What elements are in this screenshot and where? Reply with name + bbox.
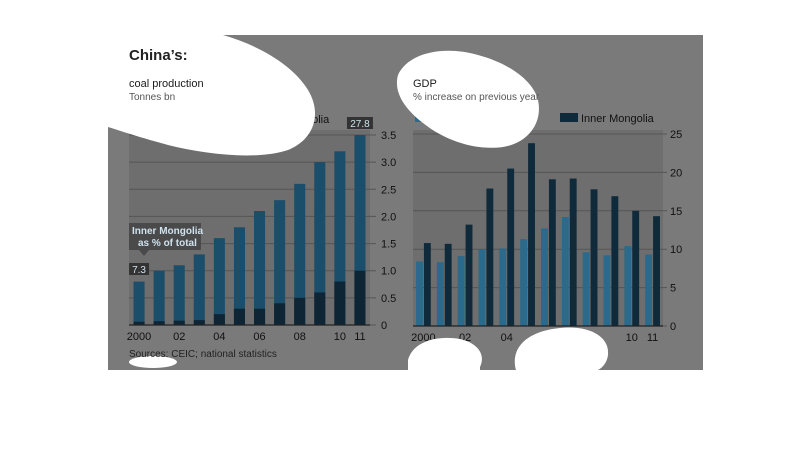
left-y-tick-label: 2.5 — [381, 184, 396, 196]
right-x-tick-label: 10 — [626, 332, 638, 344]
right-bar-national-average — [582, 252, 590, 326]
annotation-line-1: Inner Mongolia — [132, 226, 204, 237]
right-bar-national-average — [520, 239, 528, 326]
left-bar-inner-mongolia — [274, 303, 286, 325]
right-plot-area: 05101520252000020406081011National avera… — [411, 113, 682, 344]
right-bar-inner-mongolia — [444, 243, 452, 326]
right-y-tick-label: 10 — [670, 244, 682, 256]
right-bar-national-average — [457, 256, 465, 326]
legend-swatch-gdp-inner-mongolia — [560, 113, 578, 122]
left-x-tick-label: 02 — [173, 331, 185, 343]
right-plot-background — [413, 130, 663, 326]
left-bar-national — [294, 183, 306, 325]
right-y-tick-label: 25 — [670, 129, 682, 141]
left-bar-inner-mongolia — [334, 281, 346, 325]
left-y-tick-label: 3.0 — [381, 157, 396, 169]
right-bar-inner-mongolia — [486, 188, 494, 326]
right-y-tick-label: 20 — [670, 167, 682, 179]
left-y-tick-label: 1.0 — [381, 266, 396, 278]
left-x-tick-label: 06 — [253, 331, 265, 343]
left-chart-subtitle: coal production — [129, 78, 204, 90]
right-x-tick-label: 04 — [501, 332, 513, 344]
right-bar-national-average — [541, 228, 548, 326]
right-bar-inner-mongolia — [569, 178, 577, 326]
left-x-tick-label: 10 — [334, 331, 346, 343]
left-bar-national — [254, 211, 266, 325]
right-y-tick-label: 0 — [670, 321, 676, 333]
right-bar-national-average — [416, 261, 423, 326]
left-bar-national — [213, 238, 225, 325]
left-bar-national — [153, 270, 165, 325]
right-x-tick-label: 11 — [647, 332, 658, 344]
right-y-tick-label: 5 — [670, 283, 676, 295]
right-bar-inner-mongolia — [507, 168, 515, 326]
right-chart-subtitle: % increase on previous year — [413, 92, 540, 103]
left-x-tick-label: 04 — [213, 331, 225, 343]
page-title: China’s: — [129, 47, 188, 64]
right-bar-national-average — [561, 216, 569, 326]
left-bar-inner-mongolia — [314, 292, 326, 325]
glare-overlay — [108, 35, 609, 370]
annotation-last-value-box — [346, 117, 373, 129]
right-bar-inner-mongolia — [611, 196, 619, 326]
right-bar-national-average — [603, 255, 611, 326]
left-bar-national — [173, 265, 185, 325]
annotation-line-2: as % of total — [138, 238, 197, 249]
left-plot-area: 00.51.01.52.02.53.03.52000020406081011Na… — [127, 94, 396, 343]
left-y-tick-label: 2.0 — [381, 211, 396, 223]
right-bar-inner-mongolia — [423, 243, 431, 326]
left-y-tick-label: 3.5 — [381, 130, 396, 142]
right-bar-inner-mongolia — [528, 143, 535, 326]
source-note: Sources: CEIC; national statistics — [129, 349, 277, 360]
left-bar-national — [354, 135, 366, 325]
left-bar-inner-mongolia — [294, 297, 306, 325]
left-bar-inner-mongolia — [354, 270, 366, 325]
left-x-tick-label: 08 — [294, 331, 306, 343]
annotation-pointer — [139, 250, 149, 256]
left-bar-national — [233, 227, 245, 325]
left-bar-inner-mongolia — [213, 314, 225, 325]
left-chart-unit: Tonnes bn — [129, 92, 176, 103]
right-bar-inner-mongolia — [653, 216, 660, 326]
left-x-tick-label: 2000 — [127, 331, 151, 343]
left-bar-national — [193, 254, 205, 325]
right-bar-inner-mongolia — [590, 189, 598, 326]
right-bar-national-average — [436, 262, 444, 326]
right-bar-national-average — [624, 246, 632, 326]
legend-label-gdp-inner-mongolia: Inner Mongolia — [581, 113, 655, 125]
right-bar-inner-mongolia — [465, 224, 473, 326]
right-bar-inner-mongolia — [632, 210, 640, 326]
right-bar-inner-mongolia — [548, 179, 556, 326]
left-bar-inner-mongolia — [193, 320, 205, 325]
left-bar-national — [314, 162, 326, 325]
right-y-tick-label: 15 — [670, 206, 682, 218]
chart-panel: 00.51.01.52.02.53.03.52000020406081011Na… — [108, 35, 703, 370]
annotation-box — [129, 223, 201, 250]
left-y-tick-label: 1.5 — [381, 239, 396, 251]
annotation-first-value: 7.3 — [132, 265, 146, 276]
left-x-tick-label: 11 — [354, 331, 365, 343]
left-bar-national — [334, 151, 346, 325]
chart-canvas: 00.51.01.52.02.53.03.52000020406081011Na… — [108, 35, 682, 370]
annotation-last-value: 27.8 — [350, 119, 370, 130]
right-bar-national-average — [499, 248, 507, 326]
annotation-first-value-box — [129, 263, 150, 275]
right-bar-national-average — [478, 249, 486, 326]
left-bar-national — [274, 200, 286, 325]
right-chart-title: GDP — [413, 78, 437, 90]
left-bar-inner-mongolia — [133, 321, 145, 325]
left-bar-inner-mongolia — [233, 308, 245, 325]
left-bar-inner-mongolia — [254, 308, 266, 325]
right-bar-national-average — [645, 254, 653, 326]
left-bar-national — [133, 281, 145, 325]
left-bar-inner-mongolia — [153, 321, 165, 325]
left-y-tick-label: 0 — [381, 320, 387, 332]
left-y-tick-label: 0.5 — [381, 293, 396, 305]
left-bar-inner-mongolia — [173, 320, 185, 325]
